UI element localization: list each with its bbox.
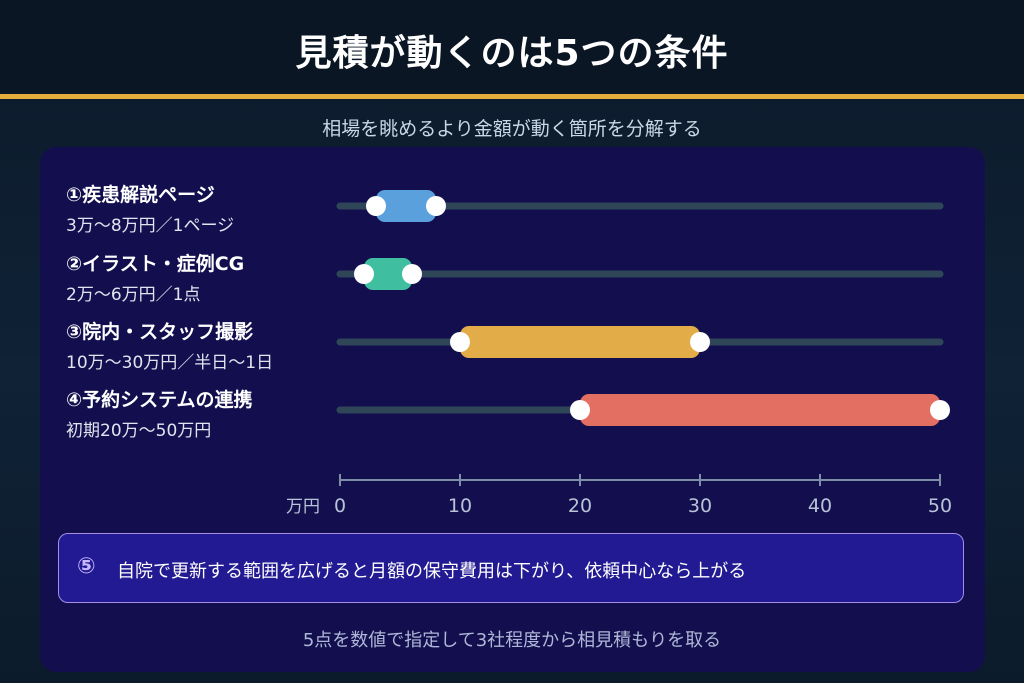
range-bar-4 (580, 394, 940, 426)
range-high-dot-1 (426, 196, 446, 216)
x-tick-label-10: 10 (448, 495, 472, 517)
note-box: ⑤ 自院で更新する範囲を広げると月額の保守費用は下がり、依頼中心なら上がる (58, 533, 964, 603)
x-tick-label-0: 0 (334, 495, 346, 517)
row-range-4: 初期20万〜50万円 (66, 421, 212, 441)
page-title: 見積が動くのは5つの条件 (295, 33, 729, 74)
row-name-4: ④予約システムの連携 (66, 389, 253, 411)
row-range-3: 10万〜30万円／半日〜1日 (66, 353, 274, 373)
note-text: 自院で更新する範囲を広げると月額の保守費用は下がり、依頼中心なら上がる (117, 561, 747, 582)
range-low-dot-1 (366, 196, 386, 216)
x-axis-unit-label: 万円 (286, 497, 320, 517)
row-name-3: ③院内・スタッフ撮影 (66, 321, 254, 343)
x-tick-label-20: 20 (568, 495, 592, 517)
footer-text: 5点を数値で指定して3社程度から相見積もりを取る (302, 630, 722, 651)
range-bar-3 (460, 326, 700, 358)
note-number: ⑤ (77, 554, 96, 579)
header-bar (0, 0, 1024, 96)
page-subtitle: 相場を眺めるより金額が動く箇所を分解する (322, 118, 702, 140)
x-tick-label-30: 30 (688, 495, 712, 517)
range-bar-2 (364, 258, 412, 290)
x-tick-label-50: 50 (928, 495, 952, 517)
gold-divider (0, 94, 1024, 99)
range-low-dot-3 (450, 332, 470, 352)
row-range-2: 2万〜6万円／1点 (66, 285, 201, 305)
range-low-dot-4 (570, 400, 590, 420)
range-bar-1 (376, 190, 436, 222)
row-name-1: ①疾患解説ページ (66, 184, 215, 206)
range-high-dot-3 (690, 332, 710, 352)
row-name-2: ②イラスト・症例CG (66, 253, 245, 275)
range-high-dot-4 (930, 400, 950, 420)
range-high-dot-2 (402, 264, 422, 284)
range-low-dot-2 (354, 264, 374, 284)
x-tick-label-40: 40 (808, 495, 832, 517)
row-range-1: 3万〜8万円／1ページ (66, 216, 235, 236)
